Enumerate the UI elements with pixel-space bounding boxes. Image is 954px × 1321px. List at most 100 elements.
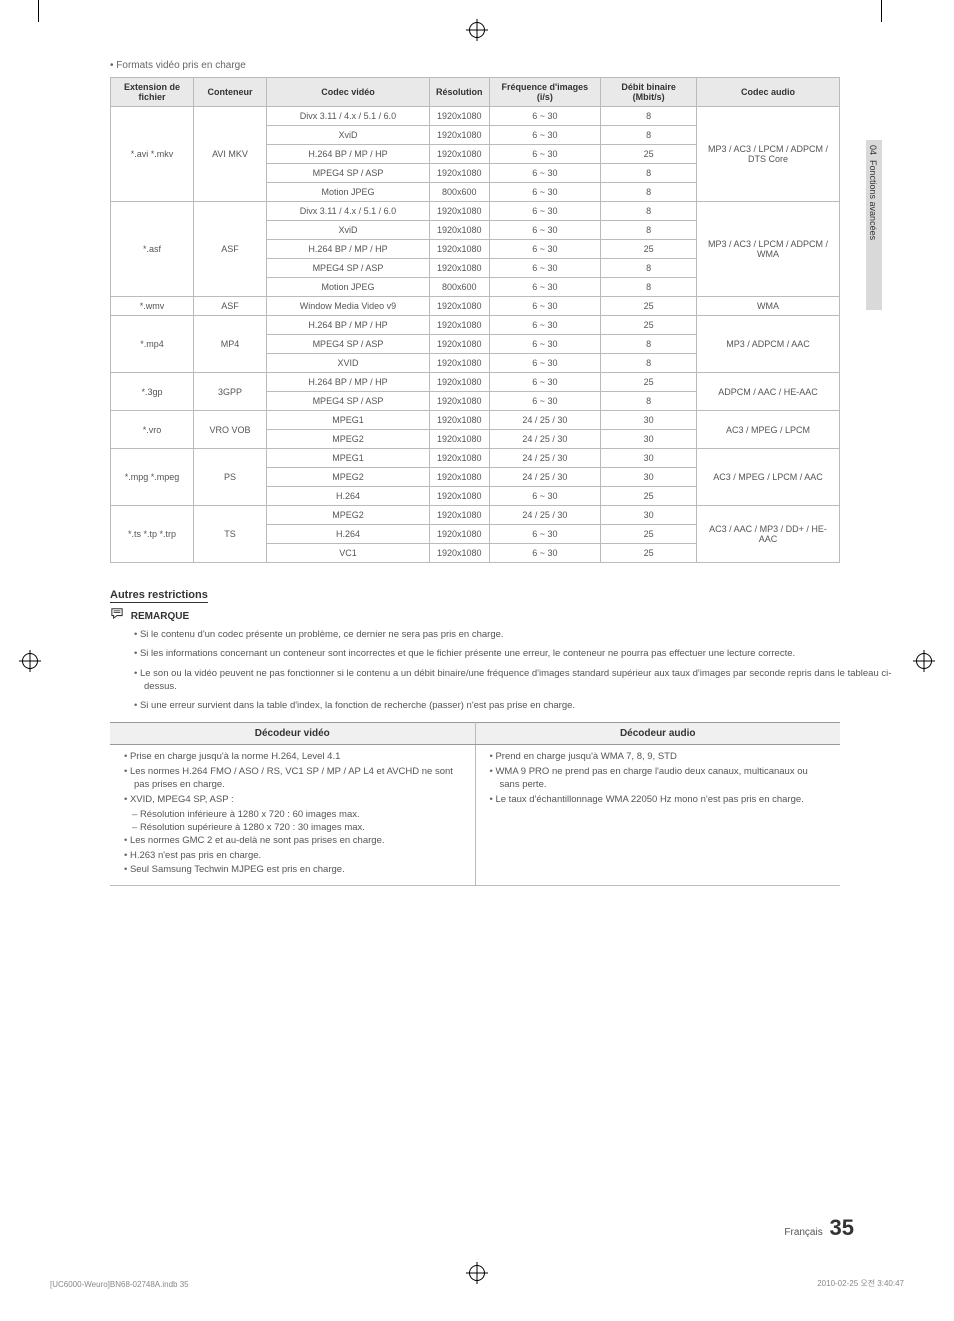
cell-codec: VC1 <box>267 544 430 563</box>
cell-rate: 25 <box>601 544 697 563</box>
cell-rate: 8 <box>601 335 697 354</box>
cell-codec: MPEG1 <box>267 411 430 430</box>
cell-ext: *.ts *.tp *.trp <box>111 506 194 563</box>
decoder-video-item: Prise en charge jusqu'à la norme H.264, … <box>124 751 465 764</box>
col-audio: Codec audio <box>697 78 840 107</box>
cell-rate: 25 <box>601 240 697 259</box>
decoder-audio-item: WMA 9 PRO ne prend pas en charge l'audio… <box>490 766 831 792</box>
cell-rate: 8 <box>601 392 697 411</box>
decoder-video-item: Seul Samsung Techwin MJPEG est pris en c… <box>124 864 465 877</box>
note-item: Si le contenu d'un codec présente un pro… <box>134 628 894 641</box>
cell-codec: H.264 BP / MP / HP <box>267 240 430 259</box>
cell-rate: 25 <box>601 297 697 316</box>
cell-res: 1920x1080 <box>430 164 490 183</box>
table-row: *.3gp3GPPH.264 BP / MP / HP1920x10806 ~ … <box>111 373 840 392</box>
cell-fps: 6 ~ 30 <box>489 335 601 354</box>
cell-res: 800x600 <box>430 183 490 202</box>
cell-res: 1920x1080 <box>430 221 490 240</box>
cell-audio: MP3 / AC3 / LPCM / ADPCM / DTS Core <box>697 107 840 202</box>
registration-mark-icon <box>22 653 38 669</box>
restrictions-heading: Autres restrictions <box>110 589 208 603</box>
cell-fps: 6 ~ 30 <box>489 183 601 202</box>
cell-codec: Divx 3.11 / 4.x / 5.1 / 6.0 <box>267 202 430 221</box>
cell-audio: MP3 / ADPCM / AAC <box>697 316 840 373</box>
cell-rate: 25 <box>601 487 697 506</box>
cell-container: 3GPP <box>194 373 267 411</box>
page-number: Français 35 <box>784 1215 854 1241</box>
cell-fps: 6 ~ 30 <box>489 316 601 335</box>
cell-fps: 6 ~ 30 <box>489 525 601 544</box>
col-cont: Conteneur <box>194 78 267 107</box>
cell-audio: MP3 / AC3 / LPCM / ADPCM / WMA <box>697 202 840 297</box>
codec-table-body: *.avi *.mkvAVI MKVDivx 3.11 / 4.x / 5.1 … <box>111 107 840 563</box>
cell-codec: MPEG4 SP / ASP <box>267 392 430 411</box>
note-item: Le son ou la vidéo peuvent ne pas foncti… <box>134 667 894 694</box>
remark-label: REMARQUE <box>131 611 189 622</box>
cell-codec: XVID <box>267 354 430 373</box>
cell-rate: 25 <box>601 145 697 164</box>
col-res: Résolution <box>430 78 490 107</box>
cell-fps: 6 ~ 30 <box>489 354 601 373</box>
decoder-audio-item: Le taux d'échantillonnage WMA 22050 Hz m… <box>490 794 831 807</box>
col-rate: Débit binaire (Mbit/s) <box>601 78 697 107</box>
codec-table: Extension de fichier Conteneur Codec vid… <box>110 77 840 563</box>
table-row: *.mp4MP4H.264 BP / MP / HP1920x10806 ~ 3… <box>111 316 840 335</box>
decoder-video-subitem: Résolution inférieure à 1280 x 720 : 60 … <box>132 809 465 820</box>
cell-rate: 25 <box>601 316 697 335</box>
registration-mark-icon <box>469 1265 485 1281</box>
cell-fps: 6 ~ 30 <box>489 278 601 297</box>
restrictions-section: Autres restrictions REMARQUE Si le conte… <box>110 585 894 886</box>
cell-fps: 6 ~ 30 <box>489 221 601 240</box>
cell-audio: AC3 / MPEG / LPCM <box>697 411 840 449</box>
cell-container: AVI MKV <box>194 107 267 202</box>
cell-res: 1920x1080 <box>430 335 490 354</box>
col-codec: Codec vidéo <box>267 78 430 107</box>
cell-res: 1920x1080 <box>430 107 490 126</box>
cell-fps: 6 ~ 30 <box>489 126 601 145</box>
cell-res: 1920x1080 <box>430 430 490 449</box>
table-row: *.mpg *.mpegPSMPEG11920x108024 / 25 / 30… <box>111 449 840 468</box>
table-row: *.ts *.tp *.trpTSMPEG21920x108024 / 25 /… <box>111 506 840 525</box>
cell-container: VRO VOB <box>194 411 267 449</box>
cell-ext: *.mp4 <box>111 316 194 373</box>
cell-codec: MPEG4 SP / ASP <box>267 259 430 278</box>
table-row: *.vroVRO VOBMPEG11920x108024 / 25 / 3030… <box>111 411 840 430</box>
cell-rate: 8 <box>601 278 697 297</box>
cell-codec: H.264 BP / MP / HP <box>267 316 430 335</box>
decoder-video-item: Les normes GMC 2 et au-delà ne sont pas … <box>124 835 465 848</box>
note-item: Si les informations concernant un conten… <box>134 647 894 660</box>
cell-container: ASF <box>194 297 267 316</box>
decoder-video-subitem: Résolution supérieure à 1280 x 720 : 30 … <box>132 822 465 833</box>
cell-rate: 8 <box>601 107 697 126</box>
side-tab-label: Fonctions avancées <box>868 160 878 240</box>
cell-res: 1920x1080 <box>430 316 490 335</box>
cell-fps: 6 ~ 30 <box>489 392 601 411</box>
note-item: Si une erreur survient dans la table d'i… <box>134 699 894 712</box>
cell-container: TS <box>194 506 267 563</box>
cell-fps: 6 ~ 30 <box>489 487 601 506</box>
note-icon <box>110 607 124 619</box>
cell-rate: 8 <box>601 126 697 145</box>
cell-rate: 8 <box>601 164 697 183</box>
table-row: *.wmvASFWindow Media Video v91920x10806 … <box>111 297 840 316</box>
cell-audio: WMA <box>697 297 840 316</box>
cell-codec: MPEG2 <box>267 468 430 487</box>
cell-fps: 6 ~ 30 <box>489 202 601 221</box>
col-fps: Fréquence d'images (i/s) <box>489 78 601 107</box>
cell-codec: XviD <box>267 126 430 145</box>
cell-container: MP4 <box>194 316 267 373</box>
crop-mark <box>881 0 882 22</box>
cell-fps: 6 ~ 30 <box>489 297 601 316</box>
decoder-video-item: H.263 n'est pas pris en charge. <box>124 850 465 863</box>
cell-res: 1920x1080 <box>430 392 490 411</box>
cell-fps: 6 ~ 30 <box>489 544 601 563</box>
cell-res: 1920x1080 <box>430 373 490 392</box>
cell-fps: 24 / 25 / 30 <box>489 430 601 449</box>
registration-mark-icon <box>916 653 932 669</box>
cell-fps: 24 / 25 / 30 <box>489 468 601 487</box>
decoder-audio-cell: Prend en charge jusqu'à WMA 7, 8, 9, STD… <box>475 745 840 886</box>
cell-res: 1920x1080 <box>430 145 490 164</box>
cell-ext: *.wmv <box>111 297 194 316</box>
cell-codec: MPEG4 SP / ASP <box>267 335 430 354</box>
cell-res: 800x600 <box>430 278 490 297</box>
